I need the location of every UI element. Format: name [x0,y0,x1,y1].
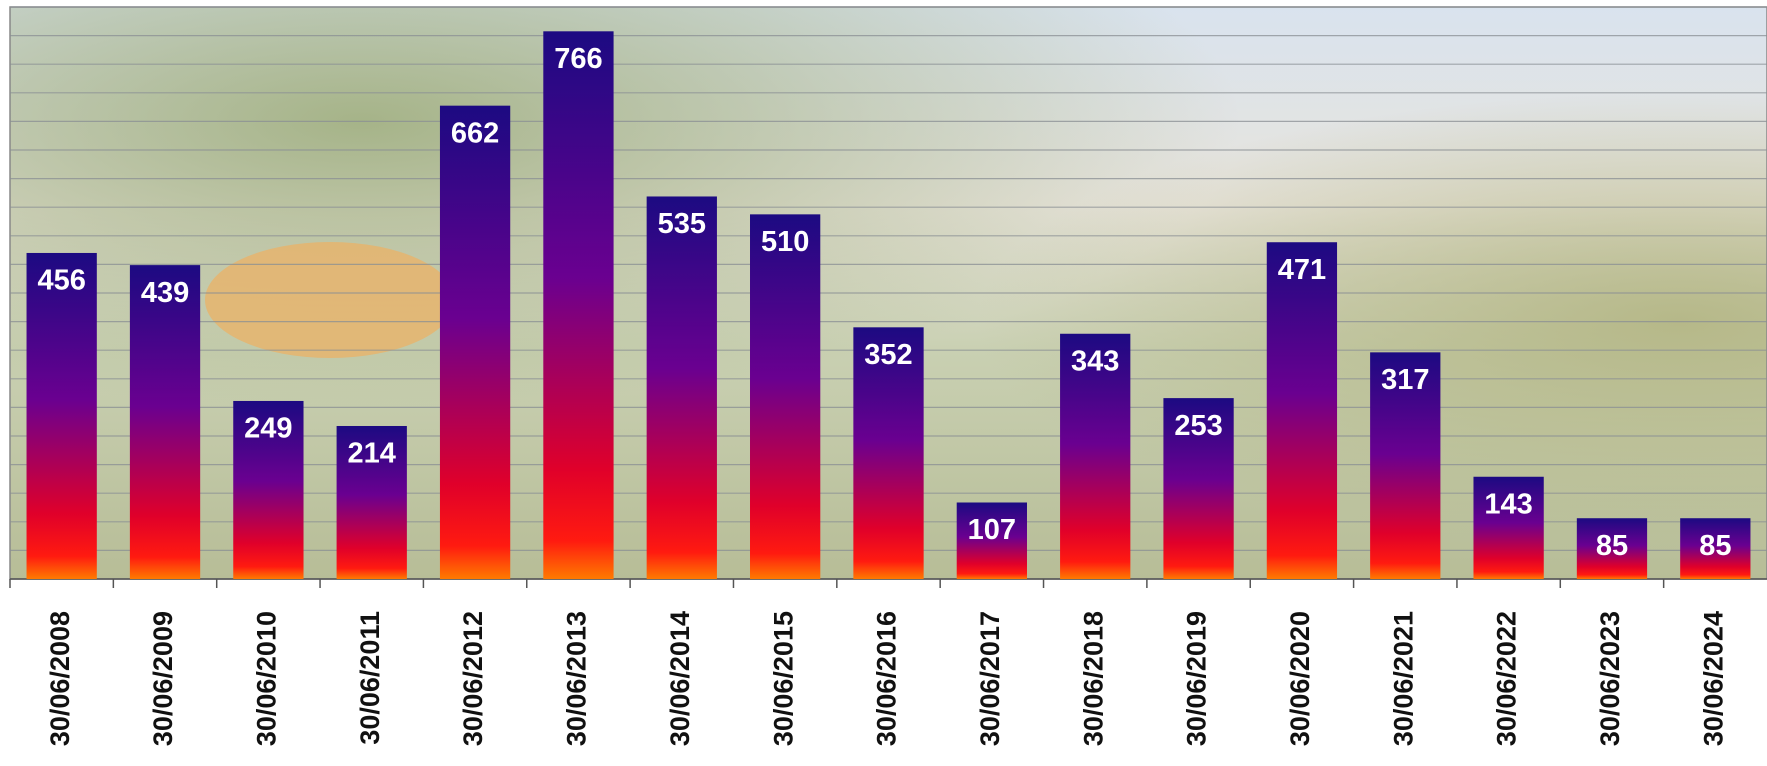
x-tick-label: 30/06/2021 [1388,611,1418,746]
x-tick-label: 30/06/2019 [1182,611,1212,746]
x-tick-label: 30/06/2012 [458,611,488,746]
value-label: 662 [451,117,499,149]
value-label: 85 [1596,530,1628,562]
x-tick-label: 30/06/2014 [665,611,695,746]
value-label: 456 [37,265,85,297]
value-label: 249 [244,413,292,445]
bar [750,214,821,579]
bar [129,265,201,579]
value-label: 85 [1699,530,1731,562]
value-label: 107 [968,514,1016,546]
bar [1060,333,1131,579]
x-tick-label: 30/06/2018 [1078,611,1108,746]
bar [336,425,407,579]
x-tick-label: 30/06/2023 [1595,611,1625,746]
x-tick-label: 30/06/2015 [768,611,798,746]
bar [1266,242,1338,580]
value-label: 471 [1278,254,1326,286]
value-label: 439 [141,277,189,309]
value-label: 214 [348,438,396,470]
value-label: 510 [761,226,809,258]
bar [853,327,924,579]
x-tick-label: 30/06/2017 [975,611,1005,746]
value-label: 317 [1381,364,1429,396]
bar [646,196,717,579]
bar [1370,352,1441,579]
x-tick-label: 30/06/2020 [1285,611,1315,746]
x-tick-label: 30/06/2010 [252,611,282,746]
value-label: 352 [864,339,912,371]
x-tick-label: 30/06/2011 [355,611,385,745]
value-label: 343 [1071,345,1119,377]
labels: 456 30/06/2008 439 30/06/2009 249 30/06/2010 2… [37,43,1731,746]
x-tick-label: 30/06/2009 [148,611,178,746]
bar [1576,518,1648,579]
value-label: 535 [658,208,706,240]
x-tick-label: 30/06/2022 [1492,611,1522,746]
x-tick-label: 30/06/2016 [872,611,902,746]
bar [1163,398,1234,579]
bar [543,31,614,580]
bar [956,502,1027,579]
x-tick-label: 30/06/2008 [45,611,75,746]
bars [26,31,1751,580]
value-label: 253 [1174,410,1222,442]
x-tick-label: 30/06/2013 [562,611,592,746]
value-label: 143 [1484,488,1532,520]
bar [1473,476,1544,579]
bar [439,105,511,580]
bar [233,400,304,579]
x-tick-label: 30/06/2024 [1698,611,1728,746]
value-label: 766 [554,43,602,75]
bar [1680,518,1751,579]
bar [26,252,97,579]
